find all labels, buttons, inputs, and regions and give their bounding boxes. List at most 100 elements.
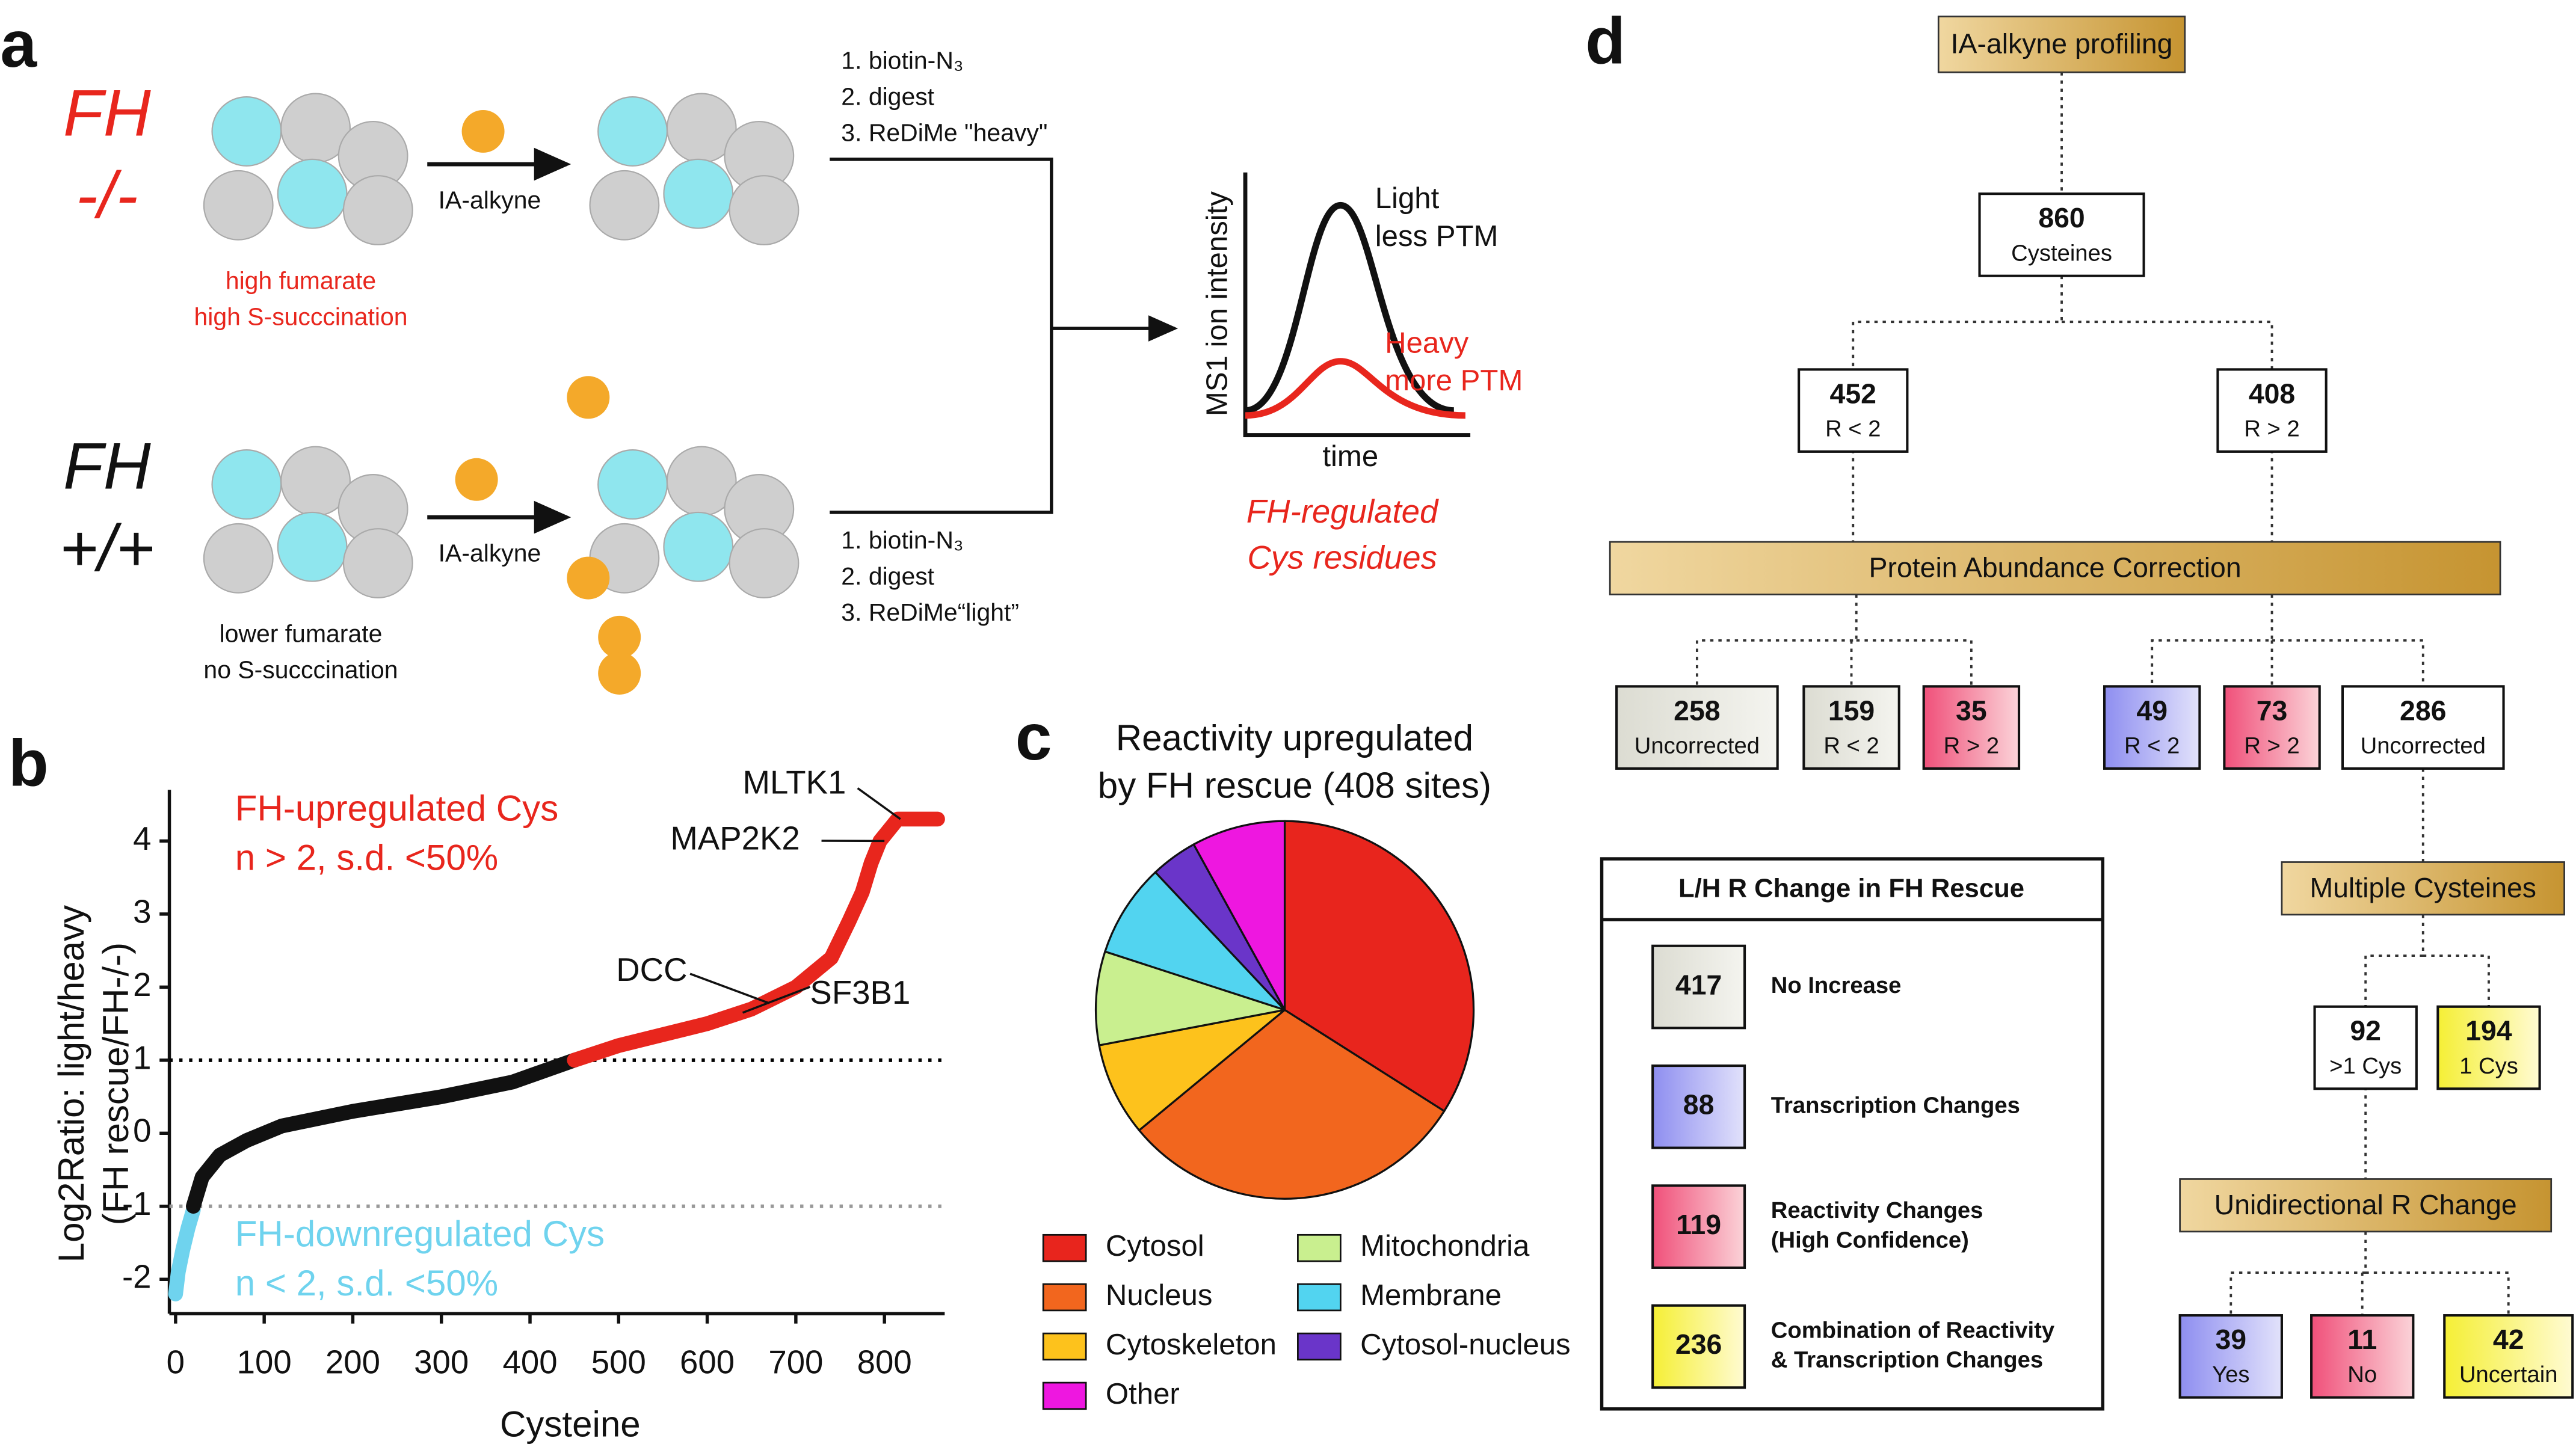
peak-label: Heavy	[1385, 327, 1469, 359]
x-tick-label: 200	[325, 1344, 380, 1380]
count-label: R < 2	[1825, 416, 1881, 441]
x-tick-label: 300	[414, 1344, 469, 1380]
count-box	[2103, 685, 2201, 770]
annotation: MAP2K2	[670, 820, 800, 856]
pie-slice	[1192, 820, 1286, 1011]
annotation-line	[742, 986, 811, 1014]
legend-swatch	[1651, 1184, 1746, 1269]
legend-swatch	[1651, 1064, 1746, 1149]
x-tick-label: 700	[768, 1344, 823, 1380]
step: 1. biotin-N₃	[841, 47, 963, 75]
x-tick-label: 500	[591, 1344, 646, 1380]
x-axis-label: Cysteine	[500, 1404, 641, 1445]
data-line	[186, 1052, 582, 1214]
light-peak	[1245, 201, 1455, 414]
legend-swatch	[1651, 1304, 1746, 1389]
probe	[567, 376, 610, 419]
chart-title: by FH rescue (408 sites)	[1098, 765, 1491, 805]
note: n < 2, s.d. <50%	[235, 1263, 498, 1303]
step-label: Protein Abundance Correction	[1869, 552, 2242, 583]
panel-label: c	[1015, 701, 1052, 774]
protein	[663, 511, 734, 582]
y-axis-label: Log2Ratio: light/heavy	[51, 905, 91, 1262]
axis-label: MS1 ion intensity	[1201, 191, 1233, 417]
result: FH-regulated	[1246, 493, 1439, 530]
condition: high S-succcination	[194, 303, 407, 331]
count: 408	[2249, 378, 2295, 409]
panel-a-graphics	[427, 109, 1471, 534]
count-box	[2223, 685, 2321, 770]
count-box	[1798, 368, 1909, 453]
panel-label: a	[0, 8, 37, 81]
annotation-line	[857, 787, 901, 820]
x-tick-label: 100	[237, 1344, 292, 1380]
count-label: Cysteines	[2011, 240, 2112, 266]
condition: high fumarate	[226, 266, 376, 294]
step: 2. digest	[841, 83, 934, 111]
count-label: Yes	[2212, 1362, 2249, 1387]
count-box	[2341, 685, 2505, 770]
y-tick-label: -1	[122, 1185, 152, 1222]
count: 11	[2347, 1324, 2377, 1355]
step-label: Multiple Cysteines	[2309, 872, 2536, 903]
note: FH-upregulated Cys	[235, 788, 558, 829]
probe	[567, 556, 610, 600]
protein	[277, 158, 348, 229]
protein	[729, 528, 800, 598]
data-line	[567, 811, 945, 1068]
count-box	[2313, 1005, 2418, 1090]
count-box	[2310, 1314, 2415, 1399]
annotation-line	[689, 972, 770, 1004]
protein	[203, 170, 274, 241]
legend-label: No Increase	[1771, 972, 1902, 998]
note: n > 2, s.d. <50%	[235, 838, 498, 878]
count-box	[2443, 1314, 2574, 1399]
x-tick-label: 600	[680, 1344, 735, 1380]
count-label: Uncorrected	[2361, 733, 2486, 758]
step: 1. biotin-N₃	[841, 526, 963, 554]
y-tick-label: 2	[133, 966, 151, 1003]
count: 452	[1830, 378, 1876, 409]
legend-label: Nucleus	[1106, 1279, 1212, 1312]
count-label: R > 2	[2244, 733, 2299, 758]
ms1-axes	[1243, 172, 1471, 437]
genotype: FH	[63, 429, 151, 503]
count-label: No	[2347, 1362, 2377, 1387]
legend-swatch	[1297, 1233, 1342, 1262]
count-label: Uncorrected	[1635, 733, 1760, 758]
count: 159	[1828, 695, 1875, 726]
step-bar	[1937, 15, 2186, 73]
protein	[597, 96, 668, 167]
probe	[461, 109, 505, 153]
annotation: DCC	[616, 951, 687, 988]
protein	[211, 449, 282, 520]
legend-swatch	[1042, 1381, 1087, 1410]
protein	[589, 170, 660, 241]
protein	[663, 158, 734, 229]
peak-label: Light	[1375, 182, 1440, 215]
merge-line	[830, 158, 1053, 514]
x-tick-label: 800	[857, 1344, 912, 1380]
pie-slice	[1138, 1009, 1446, 1200]
y-axis-label: (FH rescue/FH-/-)	[96, 942, 136, 1225]
y-tick-label: 0	[133, 1113, 151, 1149]
connector	[1695, 72, 2510, 1316]
legend-title: L/H R Change in FH Rescue	[1678, 873, 2024, 903]
protein	[211, 96, 282, 167]
y-tick-label: 1	[133, 1039, 151, 1076]
legend-label: Membrane	[1360, 1279, 1502, 1312]
pie-slice	[1283, 820, 1475, 1113]
peak-label: more PTM	[1385, 364, 1523, 397]
legend-label: Cytoskeleton	[1106, 1329, 1277, 1361]
x-tick-label: 0	[167, 1344, 185, 1380]
y-tick-label: 4	[133, 820, 151, 857]
protein	[729, 175, 800, 245]
heavy-peak	[1245, 358, 1465, 419]
legend-label: Combination of Reactivity	[1771, 1318, 2055, 1344]
protein	[203, 523, 274, 594]
reagent-label: IA-alkyne	[439, 186, 541, 214]
legend-label: & Transcription Changes	[1771, 1347, 2043, 1373]
pie-slice	[1094, 950, 1286, 1046]
probe	[598, 615, 641, 659]
x-tick-label: 400	[502, 1344, 557, 1380]
